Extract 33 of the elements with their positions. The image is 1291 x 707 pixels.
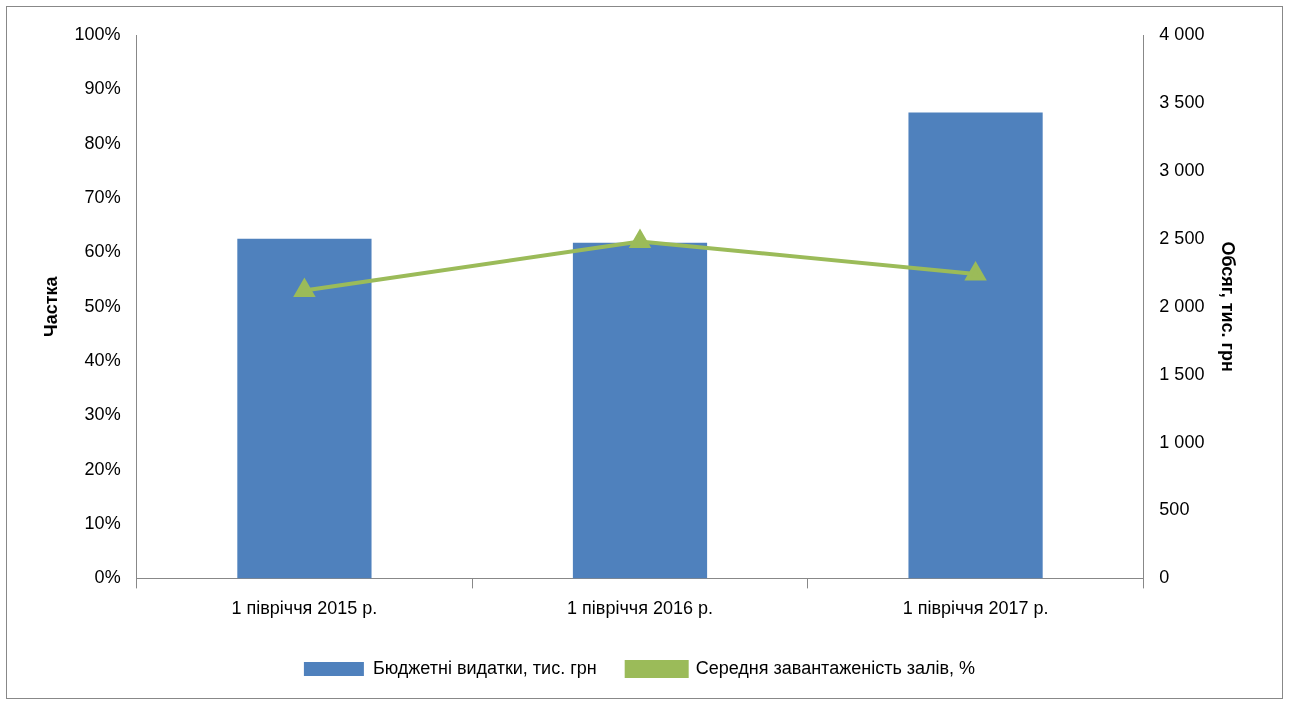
y2-tick-label: 3 500: [1159, 91, 1205, 112]
y2-axis-title: Обсяг, тис. грн: [1218, 241, 1239, 372]
bar: [237, 238, 372, 579]
bar: [572, 242, 708, 579]
y2-tick-label: 3 000: [1159, 159, 1205, 180]
bar: [908, 112, 1043, 579]
legend-label: Середня завантаженість залів, %: [695, 657, 976, 678]
y-tick-label: 30%: [84, 404, 121, 425]
y-tick-label: 20%: [84, 458, 121, 479]
y2-tick-label: 1 000: [1159, 431, 1205, 452]
y-axis-title: Частка: [40, 275, 61, 337]
y-tick-label: 10%: [84, 513, 121, 534]
legend-label: Бюджетні видатки, тис. грн: [372, 657, 597, 678]
y-tick-label: 90%: [84, 78, 121, 99]
x-tick-label: 1 півріччя 2015 р.: [231, 598, 378, 619]
y2-tick-label: 1 500: [1159, 363, 1205, 384]
y2-tick-label: 2 500: [1159, 227, 1205, 248]
point: [965, 263, 986, 281]
y-tick-label: 100%: [74, 23, 121, 44]
x-tick-label: 1 півріччя 2017 р.: [902, 598, 1049, 619]
y-tick-label: 40%: [84, 350, 121, 371]
y-tick-label: 70%: [84, 186, 121, 207]
y-tick-label: 0%: [94, 567, 121, 588]
y2-tick-label: 0: [1159, 567, 1170, 588]
y-tick-label: 80%: [84, 132, 121, 153]
y-tick-label: 60%: [84, 241, 121, 262]
y-tick-label: 50%: [84, 295, 121, 316]
x-tick-label: 1 півріччя 2016 р.: [567, 598, 713, 619]
point: [294, 279, 315, 297]
y2-tick-label: 4 000: [1159, 23, 1205, 44]
y2-tick-label: 500: [1159, 499, 1190, 520]
y2-tick-label: 2 000: [1159, 295, 1205, 316]
point: [630, 230, 650, 248]
